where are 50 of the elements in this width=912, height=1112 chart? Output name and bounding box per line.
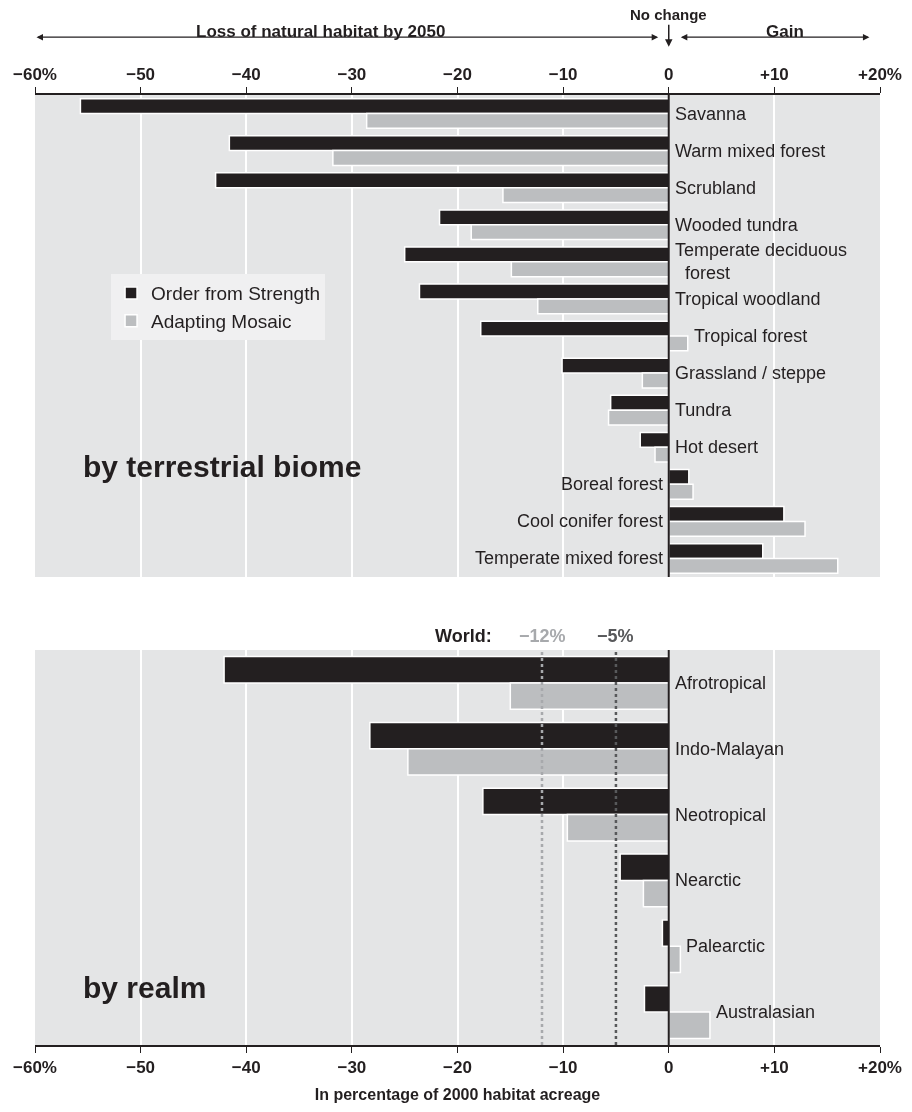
x-tick-label: −50 xyxy=(126,65,156,85)
text: by terrestrial biome xyxy=(83,450,362,483)
y-tick-label: Hot desert xyxy=(675,437,759,457)
x-tick-label: −30 xyxy=(337,1058,367,1078)
y-tick-label: Tropical woodland xyxy=(675,289,821,309)
y-tick-label: Neotropical xyxy=(675,805,767,825)
text: Gain xyxy=(766,22,804,41)
ref-line-label: −5% xyxy=(597,626,634,646)
y-tick-label: Wooded tundra xyxy=(675,215,799,235)
y-tick-label: Warm mixed forest xyxy=(675,141,826,161)
y-tick-label: Cool conifer forest xyxy=(517,511,664,531)
y-tick-label: Savanna xyxy=(675,104,748,124)
x-tick-label: −50 xyxy=(126,1058,156,1078)
x-tick-label: +20% xyxy=(858,1058,902,1078)
x-tick-label: +10 xyxy=(759,65,789,85)
x-tick-label: −60% xyxy=(13,1058,57,1078)
text: No change xyxy=(630,6,707,23)
y-tick-label: Afrotropical xyxy=(675,673,767,693)
x-tick-label: −10 xyxy=(548,65,578,85)
bar xyxy=(668,1011,711,1040)
x-tick-label: 0 xyxy=(664,65,674,85)
x-tick-label: −20 xyxy=(443,65,472,85)
text: Loss of natural habitat by 2050 xyxy=(196,22,446,41)
text: World: xyxy=(435,626,492,646)
y-tick-label: Palearctic xyxy=(686,936,766,956)
x-axis-title: In percentage of 2000 habitat acreage xyxy=(314,1085,601,1103)
x-tick-label: −20 xyxy=(443,1058,472,1078)
x-tick-label: −40 xyxy=(231,65,261,85)
x-tick-label: 0 xyxy=(664,1058,674,1078)
x-tick-label: −60% xyxy=(13,65,57,85)
bar xyxy=(668,335,689,352)
y-tick-label: Grassland / steppe xyxy=(675,363,827,383)
x-tick-label: −40 xyxy=(231,1058,261,1078)
text: by realm xyxy=(83,971,207,1004)
y-tick-label: Australasian xyxy=(716,1002,816,1022)
y-tick-label: Tundra xyxy=(675,400,733,420)
y-tick-label: Temperate deciduous forest xyxy=(675,240,848,284)
x-tick-label: +20% xyxy=(858,65,902,85)
y-tick-label: Indo-Malayan xyxy=(675,739,785,759)
y-tick-label: Nearctic xyxy=(675,870,742,890)
legend-label: Adapting Mosaic xyxy=(151,311,292,333)
x-tick-label: −10 xyxy=(548,1058,578,1078)
ref-line-label: −12% xyxy=(519,626,566,646)
x-tick-label: −30 xyxy=(337,65,367,85)
y-tick-label: Boreal forest xyxy=(561,474,664,494)
y-tick-label: Tropical forest xyxy=(694,326,808,346)
x-tick-label: +10 xyxy=(759,1058,789,1078)
y-tick-label: Temperate mixed forest xyxy=(475,548,664,568)
legend-label: Order from Strength xyxy=(151,283,320,305)
y-tick-label: Scrubland xyxy=(675,178,757,198)
